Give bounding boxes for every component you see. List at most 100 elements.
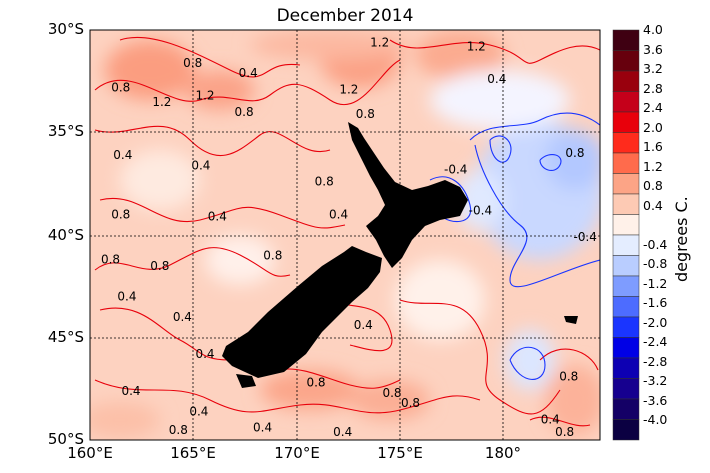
colorbar-tick-label: -2.0: [643, 314, 668, 330]
contour-label: 0.8: [401, 396, 420, 410]
lon-label: 165°E: [170, 444, 216, 462]
colorbar-tick-label: -3.2: [643, 373, 668, 389]
lat-label: 35°S: [47, 122, 84, 140]
lon-label: 160°E: [67, 444, 113, 462]
colorbar-bin: [612, 234, 640, 256]
colorbar-tick-label: -0.8: [643, 256, 668, 272]
contour-label: 1.2: [467, 39, 486, 53]
colorbar-tick-label: -1.2: [643, 275, 668, 291]
colorbar-tick-label: -1.6: [643, 295, 668, 311]
contour-label: 0.4: [121, 384, 140, 398]
contour-label: 0.4: [239, 66, 258, 80]
contour-label: 0.4: [189, 404, 208, 418]
contour-label: 1.2: [195, 89, 214, 103]
colorbar-tick-label: 3.2: [643, 61, 663, 77]
colorbar-tick-label: 1.6: [643, 139, 663, 155]
contour-label: 0.8: [315, 175, 334, 189]
colorbar-bin: [612, 29, 640, 51]
colorbar-tick-label: 4.0: [643, 22, 663, 37]
contour-label: 0.4: [117, 290, 136, 304]
contour-label: 0.8: [555, 425, 574, 439]
colorbar-tick-label: 0.8: [643, 178, 663, 194]
chatham-island: [564, 316, 578, 324]
contour-label: 0.8: [382, 386, 401, 400]
colorbar-bin: [612, 214, 640, 236]
colorbar-bin: [612, 255, 640, 277]
colorbar-bin: [612, 316, 640, 338]
lat-label: 40°S: [47, 226, 84, 244]
lat-label: 45°S: [47, 328, 84, 346]
contour-label: 0.8: [111, 208, 130, 222]
stewart-island: [236, 374, 256, 388]
lat-label: 30°S: [47, 20, 84, 38]
lat-label: 50°S: [47, 430, 84, 448]
colorbar-bin: [612, 275, 640, 297]
lon-label: 180°: [484, 444, 522, 462]
contour-label: 0.4: [333, 425, 352, 439]
colorbar-bin: [612, 50, 640, 72]
contour-label: 1.2: [370, 35, 389, 49]
contour-label: 0.8: [111, 80, 130, 94]
contour-label: 0.8: [169, 423, 188, 437]
contour-label: -0.4: [444, 162, 467, 176]
colorbar-tick-label: 2.8: [643, 80, 663, 96]
colorbar-bin: [612, 419, 640, 441]
anomaly-patches: [90, 30, 600, 438]
contour-label: 0.8: [235, 105, 254, 119]
map-frame: [89, 29, 601, 441]
colorbar-bin: [612, 193, 640, 215]
colorbar-bin: [612, 111, 640, 133]
colorbar-tick-label: -3.6: [643, 392, 668, 408]
colorbar-bin: [612, 378, 640, 400]
contour-label: 0.4: [329, 208, 348, 222]
contour-label: 0.4: [354, 318, 373, 332]
contour-label: 0.4: [541, 413, 560, 427]
colorbar-tick-label: 3.6: [643, 41, 663, 57]
colorbar-tick-label: 1.2: [643, 158, 663, 174]
contour-label: 0.4: [208, 210, 227, 224]
contour-label: 0.8: [565, 146, 584, 160]
contour-label: 1.2: [152, 95, 171, 109]
contour-label: 0.4: [113, 148, 132, 162]
colorbar-tick-label: 2.0: [643, 119, 663, 135]
colorbar-bin: [612, 132, 640, 154]
colorbar-bin: [612, 173, 640, 195]
colorbar-tick-label: 0.4: [643, 197, 663, 213]
colorbar-bin: [612, 296, 640, 318]
contour-label: -0.4: [573, 230, 596, 244]
contour-label: 0.8: [101, 253, 120, 267]
colorbar-tick-label: 2.4: [643, 100, 663, 116]
contour-label: 0.8: [356, 107, 375, 121]
contour-label: 0.8: [306, 376, 325, 390]
colorbar-bin: [612, 91, 640, 113]
negative-contours: [429, 112, 600, 380]
colorbar-tick-label: -2.4: [643, 334, 668, 350]
contour-label: 0.4: [173, 310, 192, 324]
lon-label: 175°E: [377, 444, 423, 462]
contour-label: 0.8: [183, 56, 202, 70]
colorbar-bin: [612, 152, 640, 174]
new-zealand-land: [222, 122, 578, 388]
contour-label: 0.8: [559, 369, 578, 383]
colorbar-unit-label: degrees C.: [672, 196, 691, 282]
contour-label: 0.4: [253, 421, 272, 435]
north-island: [348, 122, 468, 268]
positive-contours: [94, 36, 600, 427]
colorbar-tick-label: -0.4: [643, 236, 668, 252]
contour-label: 0.4: [195, 347, 214, 361]
colorbar-bin: [612, 398, 640, 420]
contour-label: 0.4: [191, 158, 210, 172]
contour-label: -0.4: [469, 203, 492, 217]
graticule: [90, 30, 600, 440]
contour-label: 0.8: [263, 249, 282, 263]
colorbar-bin: [612, 357, 640, 379]
colorbar-tick-label: -4.0: [643, 412, 668, 428]
south-island: [222, 246, 382, 378]
contour-label: 1.2: [339, 82, 358, 96]
contour-label: 0.4: [487, 72, 506, 86]
colorbar: [612, 29, 640, 441]
map-title: December 2014: [276, 6, 414, 26]
contour-labels: 1.2 1.20.80.40.80.41.2 1.20.81.20.80.40.4-…: [101, 35, 597, 439]
